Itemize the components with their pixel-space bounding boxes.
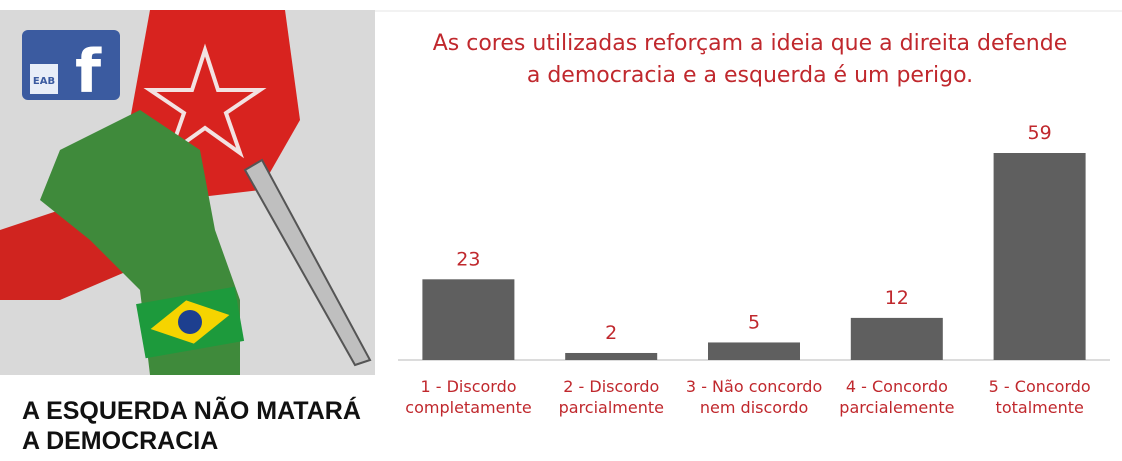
data-label: 2 <box>605 322 617 344</box>
icon-text: EAB <box>33 76 55 87</box>
bar <box>993 153 1086 360</box>
fb-letter: f <box>75 37 102 107</box>
thumb-icon <box>30 64 58 94</box>
bar <box>422 279 515 360</box>
data-label: 5 <box>748 311 760 333</box>
bar <box>565 352 658 360</box>
data-label: 23 <box>456 248 480 270</box>
star <box>143 43 267 159</box>
caption: A ESQUERDA NÃO MATARÁ A DEMOCRACIA <box>22 397 361 455</box>
bar <box>850 317 943 360</box>
illustration: f EAB <box>0 10 375 375</box>
flag-globe <box>178 310 202 334</box>
knife <box>243 158 372 367</box>
x-tick-label: 3 - Não concordo nem discordo <box>685 377 823 417</box>
data-label: 12 <box>885 287 909 309</box>
data-label: 59 <box>1028 122 1052 144</box>
bar <box>708 342 800 360</box>
x-tick-label: 4 - Concordo parcialemente <box>839 377 955 417</box>
x-tick-label: 5 - Concordo totalmente <box>988 377 1091 417</box>
chart-title: As cores utilizadas reforçam a ideia que… <box>432 31 1068 88</box>
x-tick-label: 1 - Discordo completamente <box>405 377 532 417</box>
x-tick-label: 2 - Discordo parcialmente <box>558 377 664 417</box>
